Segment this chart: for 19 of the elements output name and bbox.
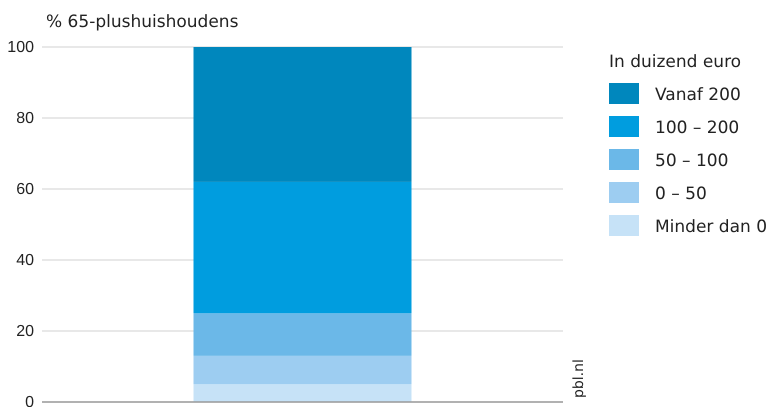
y-tick-label: 100: [7, 39, 34, 56]
bar: [193, 47, 412, 182]
bar: [193, 182, 412, 314]
legend-label: Minder dan 0: [655, 217, 768, 237]
text: pbl.nl: [571, 359, 587, 398]
bar: [193, 313, 412, 356]
legend-label: Vanaf 200: [655, 85, 741, 105]
y-tick-label: 80: [16, 110, 34, 128]
legend-title: In duizend euro: [609, 52, 742, 72]
y-axis-title: % 65-plushuishoudens: [46, 12, 239, 32]
y-tick-label: 60: [16, 181, 34, 198]
y-tick-label: 20: [16, 323, 34, 340]
legend-label: 0 – 50: [655, 184, 707, 204]
bar: [193, 356, 412, 384]
legend-label: 50 – 100: [655, 151, 728, 171]
y-tick-label: 0: [25, 394, 34, 407]
legend-label: 100 – 200: [655, 118, 740, 138]
y-tick-label: 40: [16, 252, 34, 270]
bar: [193, 384, 412, 402]
